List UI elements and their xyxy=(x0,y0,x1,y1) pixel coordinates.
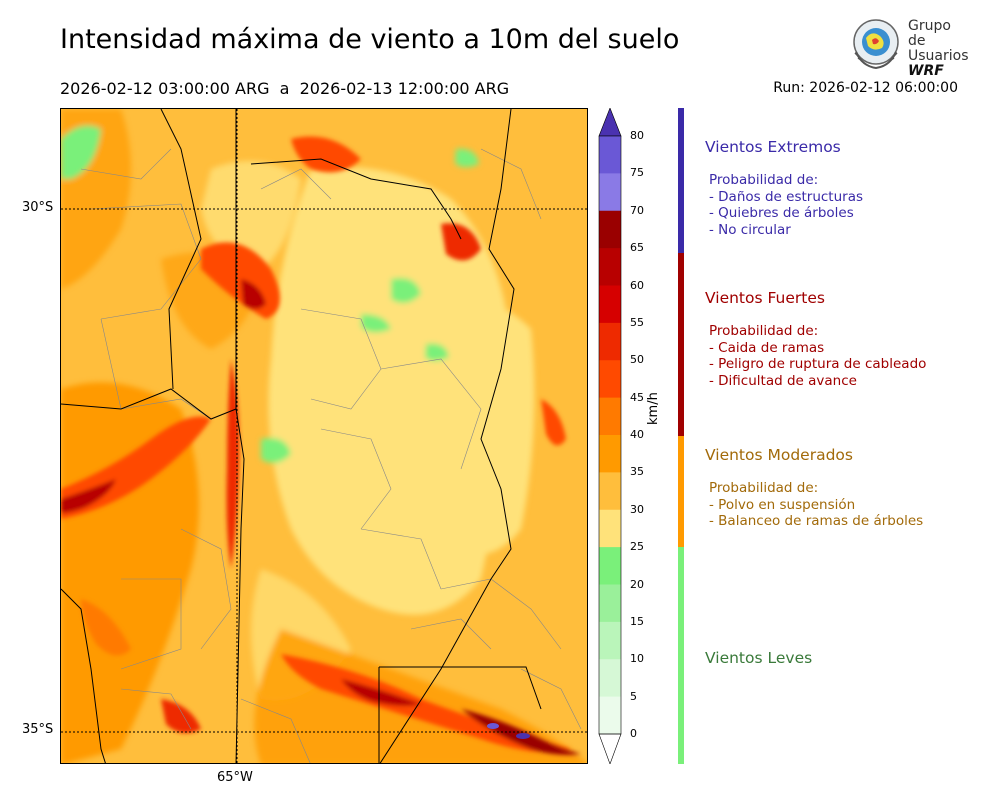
colorbar-tick-60: 60 xyxy=(630,278,644,292)
colorbar-tick-45: 45 xyxy=(630,390,644,404)
legend-bar-extreme xyxy=(678,108,684,253)
colorbar-tick-25: 25 xyxy=(630,540,644,554)
colorbar-segment-5 xyxy=(599,659,621,698)
page-title: Intensidad máxima de viento a 10m del su… xyxy=(60,24,680,55)
category-light-title: Vientos Leves xyxy=(705,649,813,667)
colorbar-segment-35 xyxy=(599,435,621,473)
province-borders xyxy=(61,109,542,763)
colorbar-frame xyxy=(598,135,622,735)
logo-text: Grupo de Usuarios WRF xyxy=(908,18,969,79)
colorbar-segment-65 xyxy=(599,210,621,249)
legend-bar-strong xyxy=(678,253,684,436)
lon-label-65: 65°W xyxy=(217,770,253,785)
wind-map xyxy=(60,108,588,764)
colorbar-tick-80: 80 xyxy=(630,129,644,142)
colorbar-tick-40: 40 xyxy=(630,428,644,441)
colorbar-segment-25 xyxy=(599,509,621,548)
colorbar-extend-bottom xyxy=(598,733,622,765)
colorbar xyxy=(598,107,622,765)
colorbar-segment-20 xyxy=(599,547,621,585)
category-strong-title: Vientos Fuertes xyxy=(705,289,825,307)
colorbar-tick-10: 10 xyxy=(630,652,644,666)
colorbar-segment-10 xyxy=(599,621,621,660)
colorbar-segment-75 xyxy=(599,136,621,174)
colorbar-svg xyxy=(598,107,622,765)
lat-label-30: 30°S xyxy=(22,200,54,215)
wind-field-map xyxy=(61,109,587,763)
legend-bar-moderate xyxy=(678,436,684,547)
colorbar-tick-0: 0 xyxy=(630,727,637,740)
forecast-period: 2026-02-12 03:00:00 ARG a 2026-02-13 12:… xyxy=(60,79,510,98)
category-extreme-desc: Probabilidad de: - Daños de estructuras … xyxy=(709,172,864,238)
colorbar-segment-0 xyxy=(599,696,621,735)
department-borders xyxy=(80,148,582,763)
colorbar-segment-70 xyxy=(599,173,621,212)
colorbar-tick-5: 5 xyxy=(630,689,637,703)
colorbar-tick-75: 75 xyxy=(630,166,644,180)
lat-label-35: 35°S xyxy=(22,722,54,737)
colorbar-segment-50 xyxy=(599,322,621,361)
colorbar-tick-55: 55 xyxy=(630,315,644,329)
colorbar-tick-30: 30 xyxy=(630,502,644,516)
colorbar-tick-50: 50 xyxy=(630,353,644,367)
colorbar-segment-30 xyxy=(599,472,621,511)
run-timestamp: Run: 2026-02-12 06:00:00 xyxy=(773,80,958,96)
category-moderate-desc: Probabilidad de: - Polvo en suspensión -… xyxy=(709,480,924,529)
colorbar-unit: km/h xyxy=(646,392,661,425)
colorbar-segment-15 xyxy=(599,584,621,623)
category-moderate-title: Vientos Moderados xyxy=(705,446,853,464)
globe-logo-icon xyxy=(853,19,899,70)
category-extreme-title: Vientos Extremos xyxy=(705,138,841,156)
colorbar-segment-45 xyxy=(599,360,621,399)
colorbar-tick-15: 15 xyxy=(630,614,644,628)
colorbar-extend-top xyxy=(598,107,622,137)
category-strong-desc: Probabilidad de: - Caida de ramas - Peli… xyxy=(709,323,927,389)
colorbar-segment-55 xyxy=(599,285,621,324)
colorbar-tick-70: 70 xyxy=(630,203,644,217)
wrf-logo: Grupo de Usuarios WRF xyxy=(848,16,972,79)
colorbar-tick-65: 65 xyxy=(630,241,644,255)
colorbar-tick-20: 20 xyxy=(630,577,644,591)
colorbar-segment-40 xyxy=(599,397,621,436)
extreme-wind-spots xyxy=(487,723,530,739)
colorbar-tick-35: 35 xyxy=(630,465,644,479)
legend-bar-light xyxy=(678,547,684,764)
graticule xyxy=(61,109,587,763)
colorbar-segment-60 xyxy=(599,248,621,286)
